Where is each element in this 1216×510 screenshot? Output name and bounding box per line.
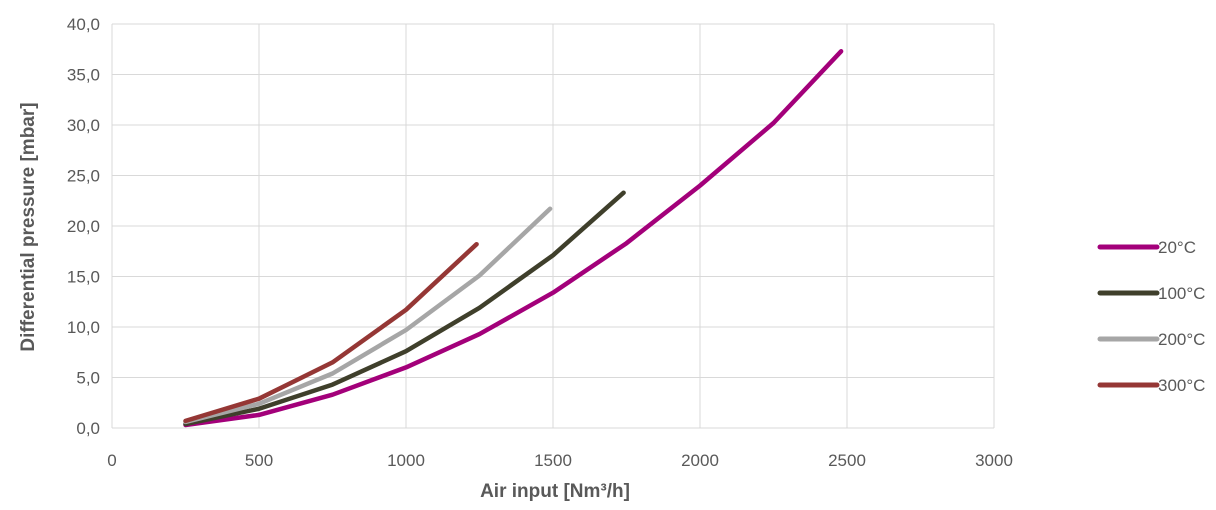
y-tick-label: 35,0 <box>67 66 100 85</box>
y-axis-title: Differential pressure [mbar] <box>18 102 39 351</box>
x-tick-label: 2000 <box>681 451 719 470</box>
y-tick-label: 0,0 <box>76 419 100 438</box>
y-tick-label: 5,0 <box>76 369 100 388</box>
legend-label: 200°C <box>1158 330 1205 349</box>
legend-label: 100°C <box>1158 284 1205 303</box>
x-tick-label: 0 <box>107 451 116 470</box>
y-tick-label: 15,0 <box>67 268 100 287</box>
series-line-100Cc <box>183 190 626 427</box>
series-lines <box>183 49 844 428</box>
legend-item: 300°C <box>1097 376 1205 395</box>
x-axis-title: Air input [Nm³/h] <box>480 481 630 502</box>
y-tick-label: 10,0 <box>67 318 100 337</box>
y-tick-label: 20,0 <box>67 217 100 236</box>
series-line-20Cc <box>183 49 844 428</box>
legend-item: 20°C <box>1097 238 1196 257</box>
series-line-300Cc <box>183 241 479 424</box>
series-line-200Cc <box>183 206 553 425</box>
x-axis-tick-labels: 0 500 1000 1500 2000 2500 3000 <box>107 451 1013 470</box>
legend-label: 300°C <box>1158 376 1205 395</box>
x-tick-label: 3000 <box>975 451 1013 470</box>
y-tick-label: 30,0 <box>67 116 100 135</box>
legend-item: 100°C <box>1097 284 1205 303</box>
x-tick-label: 1000 <box>387 451 425 470</box>
x-tick-label: 500 <box>245 451 273 470</box>
y-tick-label: 40,0 <box>67 15 100 34</box>
x-tick-label: 2500 <box>828 451 866 470</box>
legend: 20°C 100°C 200°C 300°C <box>1097 238 1205 395</box>
legend-label: 20°C <box>1158 238 1196 257</box>
x-tick-label: 1500 <box>534 451 572 470</box>
legend-item: 200°C <box>1097 330 1205 349</box>
y-tick-label: 25,0 <box>67 167 100 186</box>
gridlines <box>111 23 995 429</box>
y-axis-tick-labels: 0,0 5,0 10,0 15,0 20,0 25,0 30,0 35,0 40,0 <box>67 15 100 438</box>
